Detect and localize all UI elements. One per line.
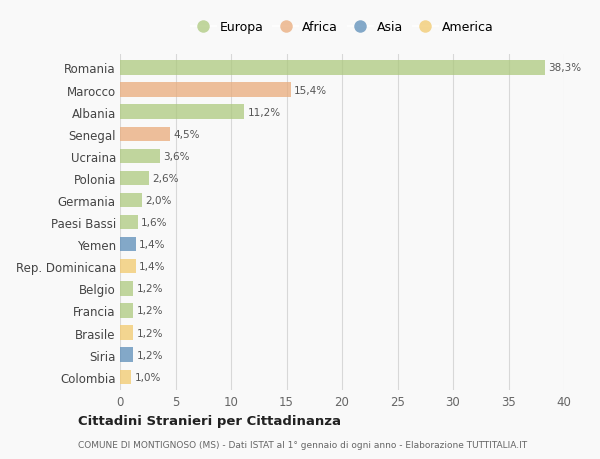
Text: 1,2%: 1,2% [137,350,163,360]
Bar [120,215,138,230]
Bar [120,193,142,208]
Text: 1,4%: 1,4% [139,240,166,250]
Bar [120,281,133,296]
Text: 11,2%: 11,2% [248,107,281,118]
Text: 2,0%: 2,0% [146,196,172,206]
Legend: Europa, Africa, Asia, America: Europa, Africa, Asia, America [191,21,493,34]
Bar [120,149,160,164]
Text: Cittadini Stranieri per Cittadinanza: Cittadini Stranieri per Cittadinanza [78,414,341,428]
Text: 38,3%: 38,3% [548,63,581,73]
Text: 2,6%: 2,6% [152,174,179,184]
Text: 1,6%: 1,6% [141,218,167,228]
Bar [120,105,244,119]
Text: 1,0%: 1,0% [134,372,161,382]
Bar [120,303,133,318]
Bar [120,259,136,274]
Bar [120,348,133,362]
Bar [120,370,131,384]
Text: 1,4%: 1,4% [139,262,166,272]
Text: 4,5%: 4,5% [173,129,200,140]
Bar [120,83,291,97]
Bar [120,171,149,186]
Text: 1,2%: 1,2% [137,306,163,316]
Bar [120,61,545,75]
Text: 1,2%: 1,2% [137,284,163,294]
Text: COMUNE DI MONTIGNOSO (MS) - Dati ISTAT al 1° gennaio di ogni anno - Elaborazione: COMUNE DI MONTIGNOSO (MS) - Dati ISTAT a… [78,441,527,449]
Bar [120,237,136,252]
Bar [120,127,170,142]
Text: 1,2%: 1,2% [137,328,163,338]
Bar [120,326,133,340]
Text: 3,6%: 3,6% [163,151,190,162]
Text: 15,4%: 15,4% [294,85,328,95]
